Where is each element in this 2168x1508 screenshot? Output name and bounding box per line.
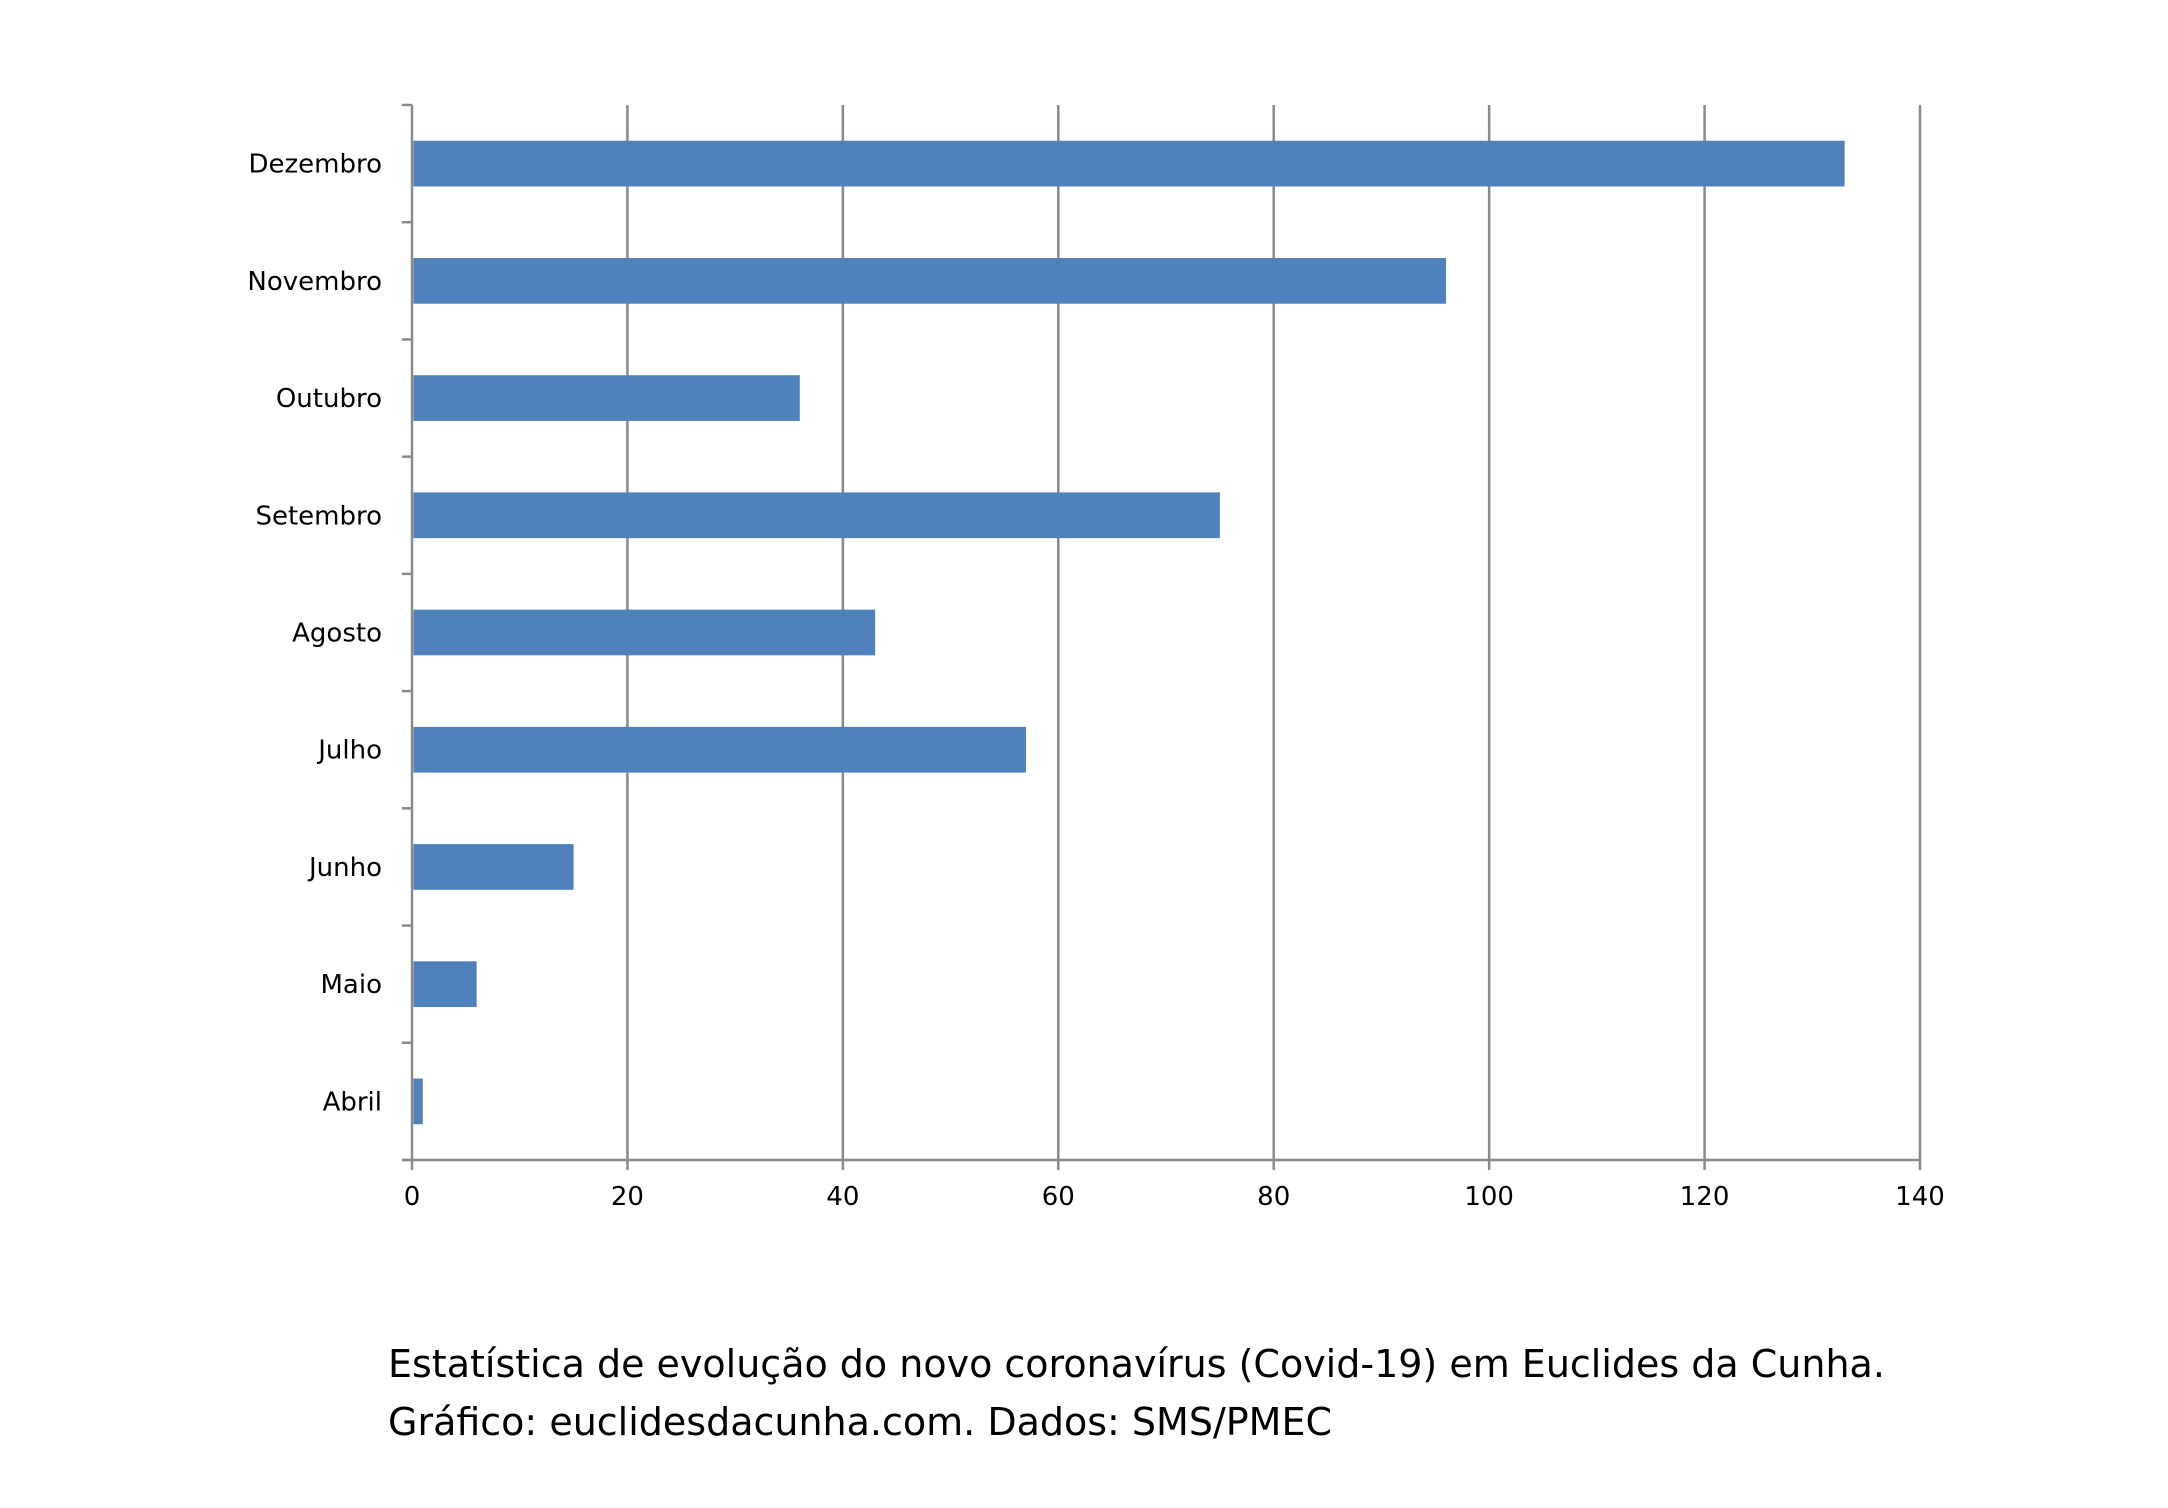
category-labels: Abril Maio Junho Julho Agosto Setembro Outubro…: [247, 150, 382, 1118]
category-label-setembro: Setembro: [255, 501, 382, 531]
x-tick-label: 80: [1257, 1182, 1290, 1212]
axes: [402, 103, 1922, 1170]
chart-caption: Estatística de evolução do novo coronaví…: [388, 1335, 1885, 1451]
x-tick-label: 60: [1042, 1182, 1075, 1212]
category-label-dezembro: Dezembro: [248, 150, 382, 180]
bar-novembro: [413, 257, 1447, 304]
x-tick-label: 40: [826, 1182, 859, 1212]
category-label-outubro: Outubro: [276, 384, 382, 414]
bar-agosto: [413, 609, 876, 656]
x-tick-label: 140: [1895, 1182, 1945, 1212]
category-label-novembro: Novembro: [247, 267, 382, 297]
x-tick-label: 0: [404, 1182, 421, 1212]
category-label-abril: Abril: [323, 1087, 382, 1117]
x-tick-label: 20: [611, 1182, 644, 1212]
category-label-agosto: Agosto: [292, 619, 382, 649]
x-tick-label: 100: [1464, 1182, 1514, 1212]
bar-dezembro: [413, 140, 1845, 187]
bar-setembro: [413, 492, 1220, 539]
category-label-maio: Maio: [321, 970, 383, 1000]
x-tick-labels: 0 20 40 60 80 100 120 140: [404, 1182, 1945, 1212]
bars: [413, 140, 1845, 1125]
caption-line-1: Estatística de evolução do novo coronaví…: [388, 1342, 1885, 1386]
caption-line-2: Gráfico: euclidesdacunha.com. Dados: SMS…: [388, 1400, 1332, 1444]
bar-junho: [413, 844, 574, 890]
bar-abril: [413, 1078, 423, 1125]
category-label-junho: Junho: [307, 853, 382, 883]
x-tick-label: 120: [1680, 1182, 1730, 1212]
bar-julho: [413, 726, 1026, 773]
category-label-julho: Julho: [316, 736, 382, 766]
bar-outubro: [413, 375, 800, 421]
bar-maio: [413, 961, 477, 1008]
